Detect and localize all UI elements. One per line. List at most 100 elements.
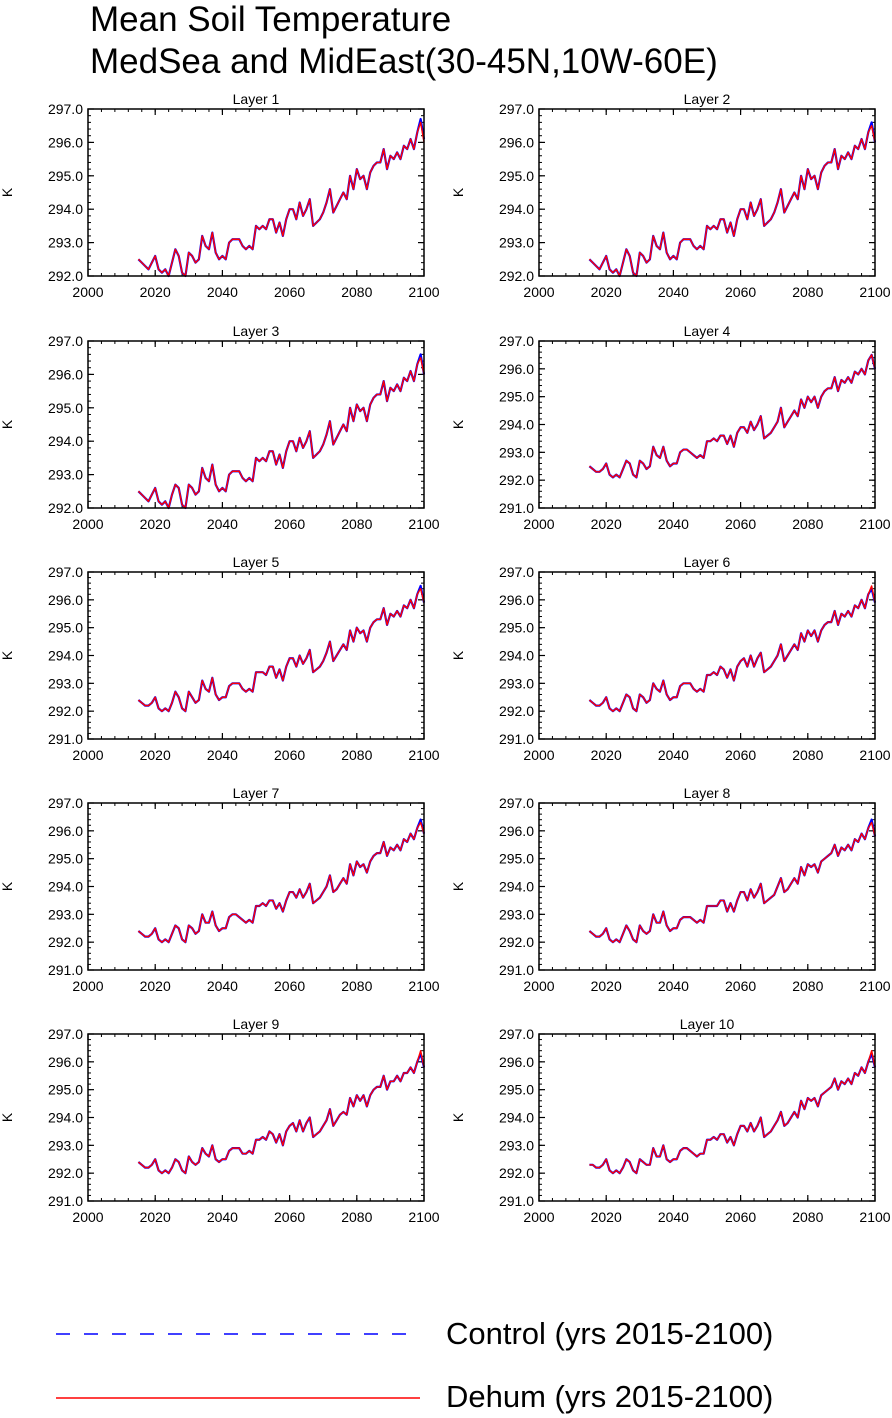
y-tick-label: 293.0: [499, 235, 534, 251]
x-tick-label: 2020: [591, 978, 622, 994]
series-dehum-line: [589, 1050, 876, 1174]
y-tick-label: 296.0: [48, 592, 83, 608]
y-axis-label: K: [450, 419, 466, 429]
y-tick-label: 294.0: [48, 433, 83, 449]
y-tick-label: 296.0: [48, 823, 83, 839]
series-dehum-line: [137, 1050, 425, 1174]
x-tick-label: 2040: [207, 1209, 238, 1225]
x-tick-label: 2020: [140, 978, 171, 994]
panel-title: Layer 4: [684, 323, 731, 339]
legend-control-label: Control (yrs 2015-2100): [446, 1316, 774, 1351]
x-tick-label: 2040: [658, 516, 689, 532]
y-tick-label: 297.0: [48, 564, 83, 580]
panel-title: Layer 9: [233, 1016, 280, 1032]
y-tick-label: 291.0: [48, 1193, 83, 1209]
y-tick-label: 293.0: [499, 1137, 534, 1153]
y-tick-label: 295.0: [499, 620, 534, 636]
y-tick-label: 292.0: [48, 703, 83, 719]
x-tick-label: 2080: [792, 1209, 823, 1225]
panel-title: Layer 5: [233, 554, 280, 570]
x-tick-label: 2100: [408, 516, 439, 532]
panel-title: Layer 6: [684, 554, 731, 570]
series-control-line: [137, 117, 426, 278]
panel-layer-4: Layer 4 K 291.0 292.0 293.0 294.0 295.0 296.0 29…: [450, 323, 891, 532]
figure-title-line-1: Mean Soil Temperature: [90, 0, 452, 39]
x-tick-label: 2040: [207, 978, 238, 994]
y-tick-label: 295.0: [499, 168, 534, 184]
y-tick-label: 295.0: [499, 389, 534, 405]
panel-title: Layer 7: [233, 785, 280, 801]
y-tick-label: 297.0: [48, 1026, 83, 1042]
y-axis-label: K: [450, 650, 466, 660]
panel-title: Layer 10: [680, 1016, 735, 1032]
panel-title: Layer 2: [684, 91, 731, 107]
series-dehum-line: [137, 588, 425, 712]
series-control-line: [137, 818, 426, 944]
x-tick-label: 2000: [72, 284, 103, 300]
y-tick-label: 295.0: [48, 1082, 83, 1098]
series-control-line: [137, 584, 426, 713]
x-tick-label: 2040: [207, 516, 238, 532]
y-tick-label: 294.0: [48, 879, 83, 895]
y-tick-label: 295.0: [48, 851, 83, 867]
series-dehum-line: [588, 354, 876, 479]
x-tick-label: 2080: [792, 747, 823, 763]
plot-frame: [538, 1033, 876, 1202]
y-tick-label: 292.0: [499, 268, 534, 284]
plot-frame: [87, 340, 425, 509]
panel-title: Layer 3: [233, 323, 280, 339]
y-tick-label: 297.0: [48, 101, 83, 117]
y-tick-label: 292.0: [48, 500, 83, 516]
x-tick-label: 2060: [725, 284, 756, 300]
x-tick-label: 2060: [725, 747, 756, 763]
series-control-line: [589, 1052, 877, 1175]
y-tick-label: 297.0: [48, 795, 83, 811]
x-tick-label: 2000: [72, 747, 103, 763]
legend-dehum-label: Dehum (yrs 2015-2100): [446, 1379, 774, 1414]
series-control-line: [588, 353, 877, 479]
plot-frame: [87, 571, 425, 740]
panel-layer-10: Layer 10 K 291.0 292.0 293.0 294.0 295.0 296.0 2…: [450, 1016, 891, 1225]
x-tick-label: 2080: [792, 978, 823, 994]
panel-layer-9: Layer 9 K 291.0 292.0 293.0 294.0 295.0 296.0 29…: [0, 1016, 440, 1225]
x-tick-label: 2040: [658, 284, 689, 300]
x-tick-label: 2060: [725, 978, 756, 994]
y-axis-label: K: [0, 1112, 15, 1122]
panel-title: Layer 1: [233, 91, 280, 107]
x-tick-label: 2060: [725, 516, 756, 532]
x-tick-label: 2000: [523, 747, 554, 763]
y-tick-label: 296.0: [499, 823, 534, 839]
plot-frame: [538, 571, 876, 740]
y-tick-label: 293.0: [499, 906, 534, 922]
series-dehum-line: [588, 585, 876, 712]
y-tick-label: 294.0: [499, 1110, 534, 1126]
x-tick-label: 2000: [72, 516, 103, 532]
y-tick-label: 291.0: [499, 962, 534, 978]
x-tick-label: 2080: [341, 516, 372, 532]
y-tick-label: 296.0: [499, 134, 534, 150]
panel-layer-5: Layer 5 K 291.0 292.0 293.0 294.0 295.0 296.0 29…: [0, 554, 440, 763]
x-tick-label: 2040: [658, 1209, 689, 1225]
y-tick-label: 293.0: [48, 906, 83, 922]
y-tick-label: 297.0: [499, 1026, 534, 1042]
y-tick-label: 295.0: [48, 620, 83, 636]
x-tick-label: 2020: [591, 516, 622, 532]
x-tick-label: 2000: [72, 1209, 103, 1225]
y-tick-label: 292.0: [48, 1165, 83, 1181]
series-dehum-line: [588, 821, 876, 943]
y-tick-label: 294.0: [48, 201, 83, 217]
x-tick-label: 2080: [341, 284, 372, 300]
x-tick-label: 2020: [140, 284, 171, 300]
y-tick-label: 295.0: [499, 851, 534, 867]
series-dehum-line: [137, 121, 425, 277]
y-tick-label: 294.0: [499, 648, 534, 664]
y-tick-label: 294.0: [48, 1110, 83, 1126]
series-control-line: [137, 1052, 426, 1175]
x-tick-label: 2080: [792, 516, 823, 532]
y-tick-label: 297.0: [499, 101, 534, 117]
x-tick-label: 2080: [341, 1209, 372, 1225]
y-tick-label: 295.0: [48, 400, 83, 416]
y-tick-label: 293.0: [499, 444, 534, 460]
plot-frame: [538, 802, 876, 971]
plot-frame: [87, 1033, 425, 1202]
